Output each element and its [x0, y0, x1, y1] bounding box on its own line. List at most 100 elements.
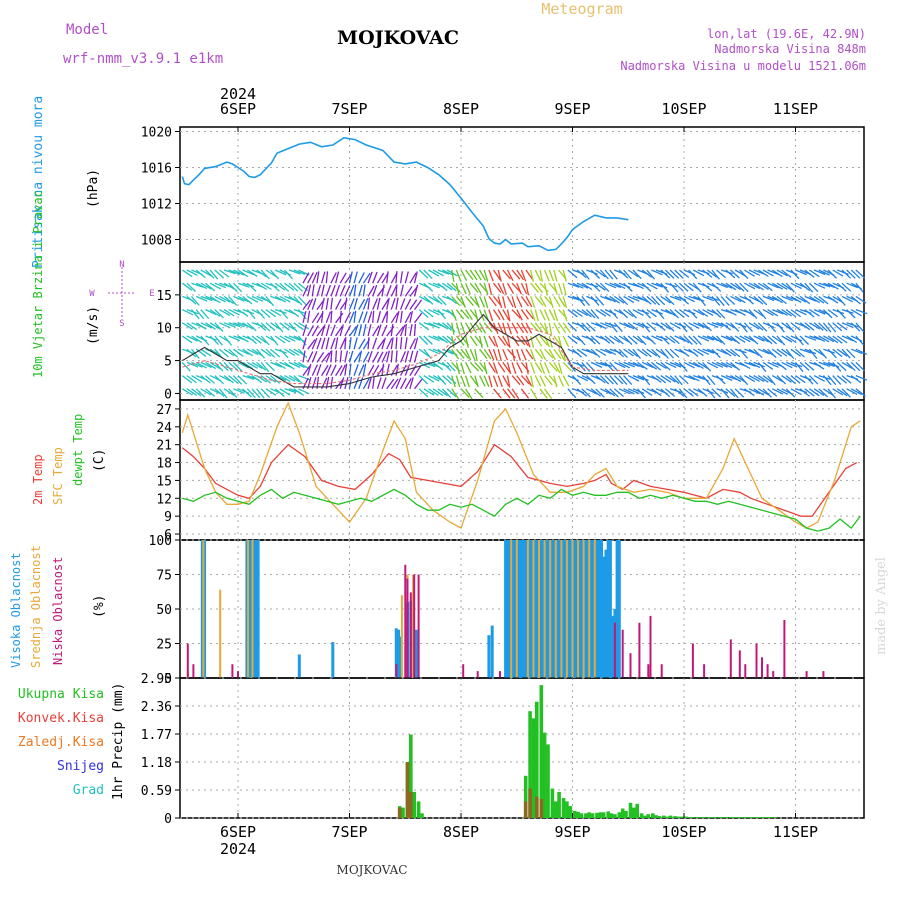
wind-barb [525, 375, 533, 387]
wind-barb [567, 388, 577, 399]
wind-barb [790, 309, 801, 318]
wind-barb [478, 309, 485, 321]
wind-barb [809, 269, 820, 278]
wind-barb [674, 375, 683, 386]
wind-barb [730, 348, 741, 358]
wind-barb [781, 295, 794, 302]
wind-barb [855, 295, 867, 304]
wind-barb [827, 335, 839, 344]
cloud-bar [247, 540, 249, 678]
wind-barb [488, 309, 494, 322]
wind-barb [191, 282, 204, 288]
wind-barb [581, 309, 592, 318]
wind-barb [404, 271, 409, 284]
wind-barb [534, 348, 544, 360]
wind-barb [218, 361, 229, 371]
wind-barb [827, 269, 838, 279]
wind-barb [544, 362, 550, 374]
wind-barb [242, 269, 254, 276]
wind-barb [237, 309, 249, 317]
wind-barb [404, 337, 408, 350]
wind-barb [376, 339, 385, 350]
wind-barb [627, 361, 640, 368]
wind-barb [539, 269, 543, 282]
wind-barb [804, 295, 817, 302]
wind-barb [353, 297, 358, 310]
wind-barb [581, 269, 590, 280]
precip-bar [523, 801, 528, 818]
wind-barb [530, 335, 535, 348]
wind-barb [715, 295, 725, 307]
cloud-bar [761, 657, 763, 678]
wind-barb [544, 375, 553, 386]
wind-barb [358, 324, 363, 337]
wind-barb [762, 295, 775, 302]
wind-barb [339, 377, 345, 389]
wind-barb [372, 351, 379, 363]
wind-barb [479, 296, 486, 308]
wind-barb [497, 375, 503, 388]
precip-bar [668, 815, 673, 818]
wind-barb [627, 269, 639, 278]
wind-barb [534, 269, 542, 282]
wind-barb [344, 350, 349, 363]
wind-barb [562, 361, 572, 372]
wind-barb [850, 322, 861, 332]
y-tick-label: 24 [156, 421, 172, 436]
wind-barb [381, 377, 387, 390]
wind-barb [585, 375, 596, 385]
wind-barb [590, 348, 601, 358]
cloud-ylabel-1: Srednja Oblacnost [29, 545, 43, 668]
cloud-bar [331, 642, 335, 678]
wind-barb [441, 335, 453, 345]
wind-barb [311, 298, 317, 310]
wind-barb [506, 335, 511, 348]
wind-barb [757, 335, 770, 343]
wind-barb [623, 348, 634, 357]
wind-barb [274, 295, 287, 303]
wind-barb [544, 348, 554, 359]
wind-barb [748, 348, 760, 356]
wind-barb [725, 309, 737, 316]
wind-barb [279, 309, 289, 320]
wind-barb [191, 335, 203, 343]
wind-barb [372, 325, 380, 337]
wind-barb [748, 322, 760, 330]
wind-barb [502, 375, 510, 387]
wind-barb [827, 348, 837, 359]
wind-barb [832, 335, 843, 344]
wind-barb [502, 309, 510, 321]
wind-barb [520, 388, 530, 399]
cloud-bar [417, 574, 420, 678]
wind-barb [339, 338, 346, 350]
wind-barb [799, 388, 810, 397]
wind-barb [413, 312, 423, 324]
wind-barb [785, 375, 796, 384]
precip-bar [654, 815, 658, 818]
wind-barb [409, 299, 418, 310]
wind-barb [725, 269, 736, 279]
wind-barb [376, 272, 385, 284]
wind-barb [302, 350, 306, 363]
wind-barb [785, 295, 798, 302]
cloud-bar [738, 650, 741, 678]
wind-barb [381, 351, 388, 363]
wind-barb [613, 295, 625, 304]
wind-barb [716, 335, 726, 346]
wind-barb [558, 322, 567, 333]
wind-barb [497, 335, 507, 346]
cloud-bar [604, 549, 608, 678]
y-tick-label: 12 [156, 492, 172, 507]
wind-barb [827, 309, 838, 318]
wind-barb [813, 282, 826, 289]
wind-barb [534, 335, 543, 347]
wind-barb [660, 348, 669, 359]
wind-barb [274, 335, 286, 344]
wind-barb [702, 388, 714, 395]
wind-barb [214, 375, 225, 385]
wind-barb [335, 312, 344, 324]
wind-barb [344, 377, 349, 389]
wind-barb [200, 282, 212, 290]
wind-barb [228, 348, 239, 358]
wind-barb [720, 361, 733, 369]
